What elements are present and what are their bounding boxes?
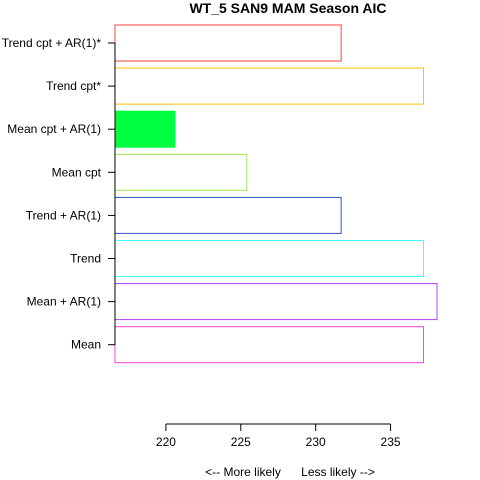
x-tick-label-2: 230: [306, 435, 326, 449]
x-tick-label-0: 220: [156, 435, 176, 449]
x-label-less-likely: Less likely -->: [301, 465, 375, 479]
y-tick-label-0: Trend cpt + AR(1)*: [2, 36, 102, 50]
bar-0: [114, 24, 342, 62]
y-tick-label-3: Mean cpt: [52, 165, 102, 179]
bar-6: [114, 283, 438, 321]
y-tick-label-7: Mean: [71, 338, 101, 352]
bar-3: [114, 153, 248, 191]
bar-1: [114, 67, 425, 105]
y-axis: Trend cpt + AR(1)* Trend cpt* Mean cpt + A…: [2, 36, 116, 352]
y-tick-label-5: Trend: [70, 252, 101, 266]
y-tick-label-4: Trend + AR(1): [26, 208, 101, 222]
x-label-more-likely: <-- More likely: [205, 465, 281, 479]
y-tick-label-2: Mean cpt + AR(1): [7, 122, 101, 136]
bars-group: [114, 24, 438, 364]
chart-title: WT_5 SAN9 MAM Season AIC: [189, 0, 386, 16]
x-tick-label-3: 235: [381, 435, 401, 449]
x-tick-label-1: 225: [231, 435, 251, 449]
bar-7: [114, 326, 425, 364]
bar-2: [114, 110, 176, 148]
x-axis: 220 225 230 235: [156, 423, 401, 449]
y-tick-label-1: Trend cpt*: [46, 79, 101, 93]
y-tick-label-6: Mean + AR(1): [27, 295, 101, 309]
bar-5: [114, 240, 425, 277]
bar-4: [114, 196, 342, 234]
